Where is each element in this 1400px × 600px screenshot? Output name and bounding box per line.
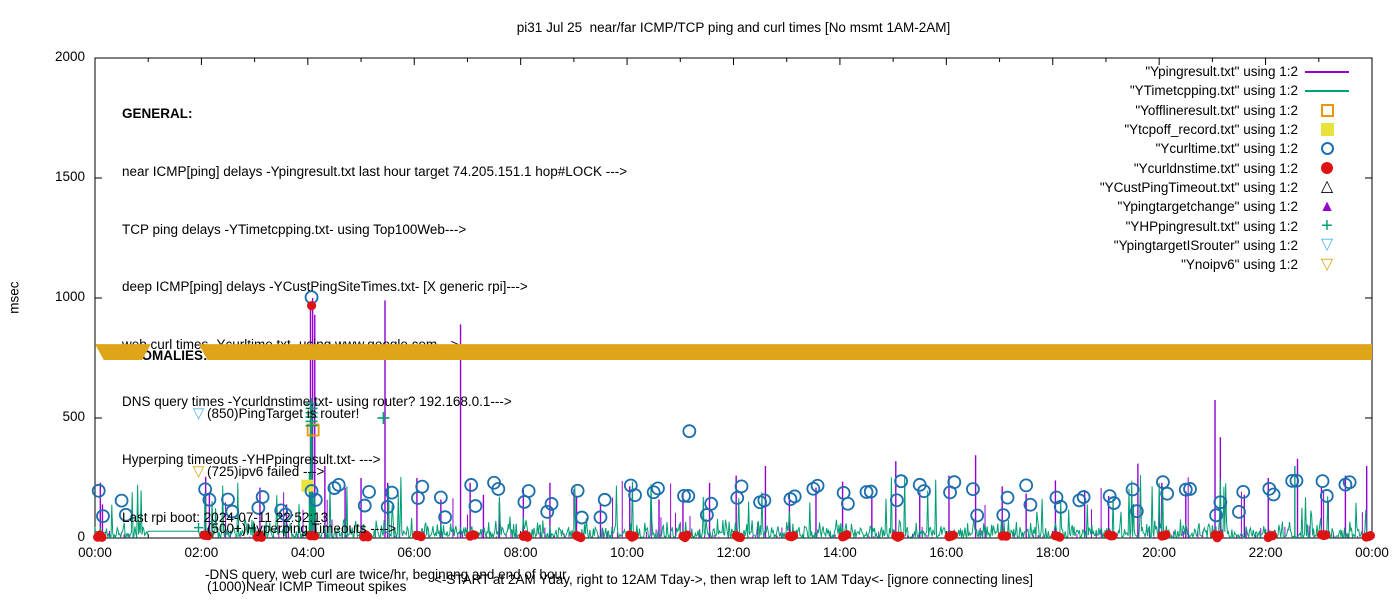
general-line: Hyperping timeouts -YHPpingresult.txt- -…	[122, 452, 381, 468]
x-tick-label: 12:00	[716, 545, 751, 560]
general-line: TCP ping delays -YTimetcpping.txt- using…	[122, 221, 467, 237]
filled-triangle-up-icon: ▲	[1319, 197, 1335, 215]
anomaly-row: + (500+)Hyperping Timeouts ---->	[122, 519, 406, 538]
general-heading: GENERAL:	[122, 106, 193, 122]
legend-entry: "Ycurltime.txt" using 1:2	[1030, 139, 1356, 158]
plus-icon: +	[1321, 215, 1333, 238]
x-axis-label: <-START at 2AM Yday, right to 12AM Tday-…	[434, 572, 1033, 587]
open-triangle-down-icon: ▽	[1320, 236, 1334, 254]
general-line: DNS query times -Ycurldnstime.txt- using…	[122, 394, 512, 410]
filled-circle-icon	[1298, 162, 1356, 175]
legend-entry: "Ytcpoff_record.txt" using 1:2	[1030, 120, 1356, 139]
plus-icon: +	[192, 517, 205, 539]
legend: "Ypingresult.txt" using 1:2 "YTimetcppin…	[1030, 62, 1356, 274]
x-tick-label: 10:00	[610, 545, 644, 560]
x-tick-label: 14:00	[823, 545, 857, 560]
anomaly-text: (850)PingTarget is router!	[207, 406, 360, 422]
line-sample-icon	[1298, 70, 1356, 73]
legend-label: "YpingtargetISrouter" using 1:2	[1113, 237, 1298, 253]
y-tick-label: 500	[62, 409, 85, 424]
legend-entry: "Yofflineresult.txt" using 1:2	[1030, 101, 1356, 120]
legend-label: "YCustPingTimeout.txt" using 1:2	[1099, 179, 1298, 195]
y-tick-label: 0	[77, 529, 85, 544]
x-tick-label: 02:00	[184, 545, 219, 560]
legend-label: "Ycurltime.txt" using 1:2	[1155, 141, 1298, 157]
triangle-down-icon: ▽	[192, 462, 205, 480]
open-square-icon	[1298, 103, 1356, 117]
legend-label: "Ypingtargetchange" using 1:2	[1117, 199, 1298, 215]
legend-entry: "Ycurldnstime.txt" using 1:2	[1030, 158, 1356, 177]
anomaly-row: (1000)Near ICMP Timeout spikes	[122, 577, 406, 596]
anomaly-text: (725)ipv6 failed --->	[207, 463, 325, 479]
y-tick-label: 1500	[54, 169, 85, 184]
anomaly-row: ▽ (725)ipv6 failed --->	[122, 462, 406, 481]
y-axis-label: msec	[6, 281, 22, 314]
general-annotation-block: GENERAL: near ICMP[ping] delays -Ypingre…	[122, 66, 627, 600]
open-triangle-up-icon: △	[1320, 178, 1334, 196]
x-tick-label: 16:00	[929, 545, 964, 560]
legend-label: "Ytcpoff_record.txt" using 1:2	[1124, 122, 1298, 138]
legend-entry: "Ynoipv6" using 1:2 ▽	[1030, 255, 1356, 274]
y-tick-label: 2000	[54, 49, 85, 64]
general-line: deep ICMP[ping] delays -YCustPingSiteTim…	[122, 279, 528, 295]
anomaly-text: (500+)Hyperping Timeouts ---->	[207, 521, 397, 537]
chart-title: pi31 Jul 25 near/far ICMP/TCP ping and c…	[516, 20, 951, 35]
x-tick-label: 20:00	[1142, 545, 1177, 560]
anomaly-text: (1000)Near ICMP Timeout spikes	[207, 578, 407, 594]
noipv6-band	[95, 344, 151, 360]
legend-label: "Yofflineresult.txt" using 1:2	[1135, 102, 1298, 118]
legend-entry: "Ypingtargetchange" using 1:2 ▲	[1030, 197, 1356, 216]
x-tick-label: 00:00	[78, 545, 112, 560]
open-triangle-down-icon: ▽	[1320, 255, 1334, 273]
triangle-down-icon: ▽	[192, 405, 205, 423]
general-line: near ICMP[ping] delays -Ypingresult.txt …	[122, 164, 628, 180]
legend-entry: "YpingtargetISrouter" using 1:2 ▽	[1030, 236, 1356, 255]
anomaly-row: ▽ (850)PingTarget is router!	[122, 404, 406, 423]
noipv6-band	[198, 344, 1372, 361]
legend-entry: "YHPpingresult.txt" using 1:2 +	[1030, 215, 1356, 238]
x-tick-label: 06:00	[397, 545, 432, 560]
x-tick-label: 18:00	[1035, 545, 1070, 560]
legend-label: "Ycurldnstime.txt" using 1:2	[1133, 160, 1298, 176]
x-tick-label: 04:00	[290, 545, 325, 560]
legend-label: "YHPpingresult.txt" using 1:2	[1125, 218, 1298, 234]
legend-label: "Ynoipv6" using 1:2	[1181, 257, 1298, 273]
filled-square-icon	[1298, 123, 1356, 137]
legend-label: "YTimetcpping.txt" using 1:2	[1129, 83, 1298, 99]
legend-entry: "YCustPingTimeout.txt" using 1:2 △	[1030, 178, 1356, 197]
x-tick-label: 22:00	[1248, 545, 1283, 560]
line-sample-icon	[1298, 89, 1356, 92]
general-note: -DNS query, web curl are twice/hr, begin…	[205, 567, 567, 583]
legend-entry: "YTimetcpping.txt" using 1:2	[1030, 81, 1356, 100]
y-tick-label: 1000	[54, 289, 85, 304]
x-tick-label: 00:00	[1355, 545, 1389, 560]
x-tick-label: 08:00	[503, 545, 538, 560]
legend-entry: "Ypingresult.txt" using 1:2	[1030, 62, 1356, 81]
legend-label: "Ypingresult.txt" using 1:2	[1145, 64, 1298, 80]
open-circle-icon	[1298, 142, 1356, 156]
general-line: Last rpi boot: 2024-07-11 22:52:13	[122, 509, 329, 525]
